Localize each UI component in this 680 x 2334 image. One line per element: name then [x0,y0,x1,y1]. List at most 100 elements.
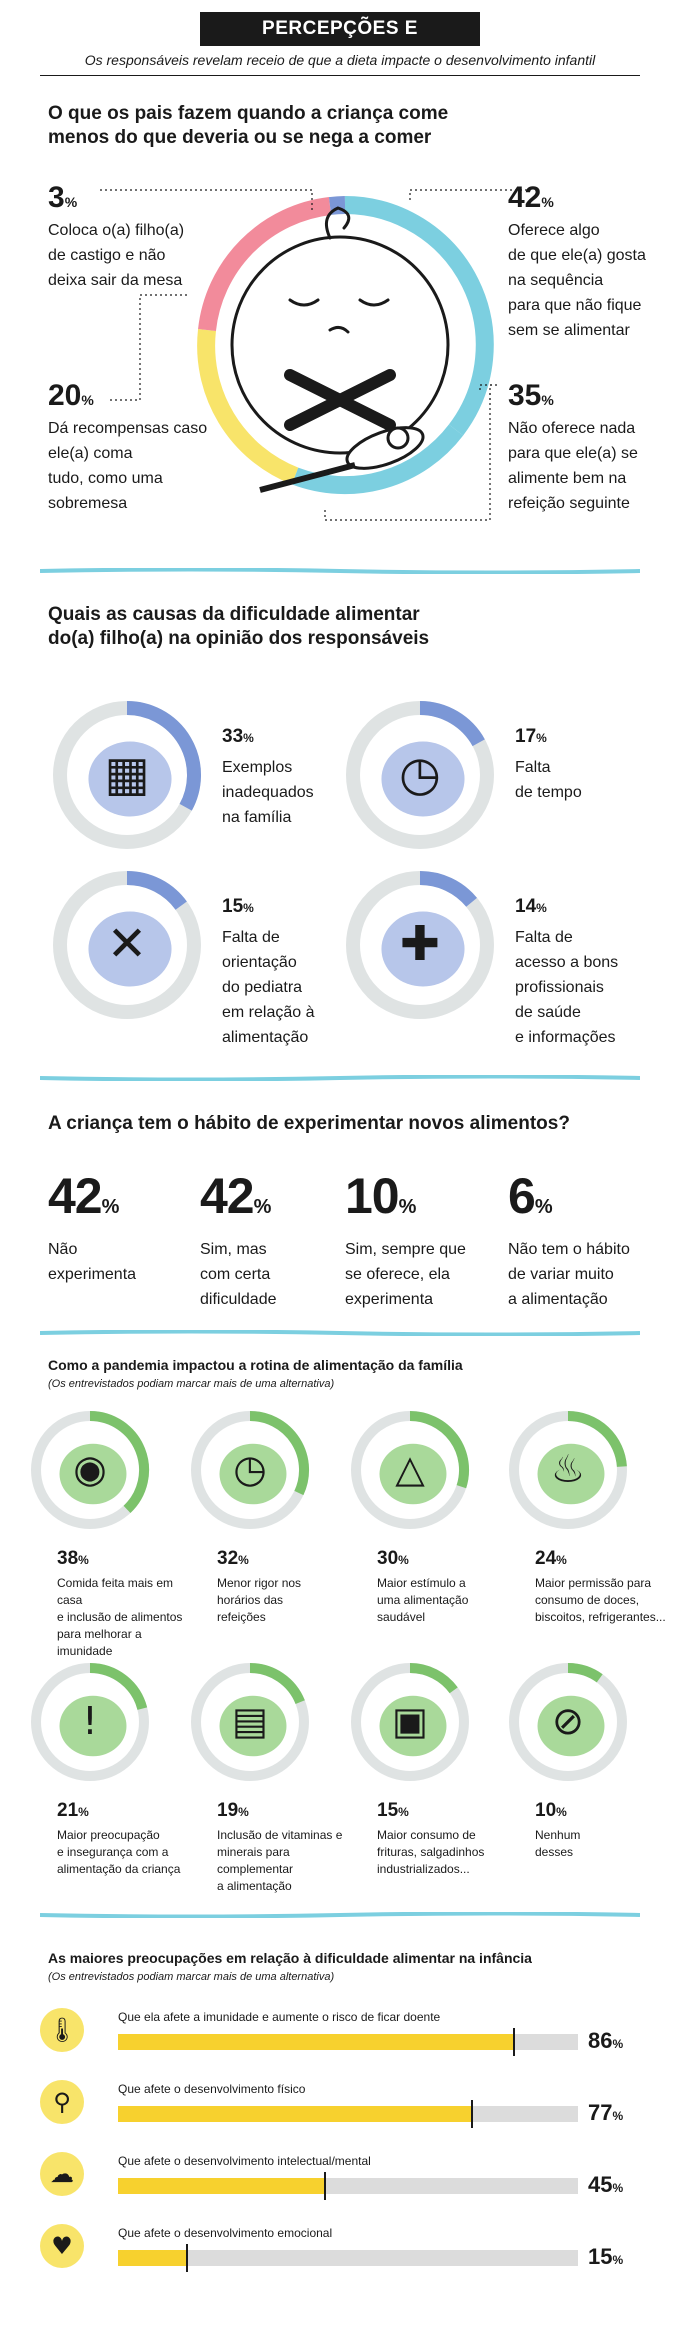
donut-arc [409,1411,470,1489]
stat-label: 15% Falta de orientação do pediatra em relaç… [222,896,315,1046]
bar-value: 45% [588,2172,624,2197]
bar-marker [324,2172,326,2200]
donut-blob [219,1443,287,1505]
ring-segment-35 [291,424,464,495]
donut-arc [249,1411,310,1496]
bone-icon: ⚲ [40,2080,84,2124]
spoon-icon [259,426,425,493]
bar-marker [512,2028,515,2056]
section1-title: O que os pais fazem quando a criança com… [48,103,449,148]
snack-bag-icon: ▣ [392,1699,428,1744]
bar-label: Que afete o desenvolvimento emocional [118,2226,333,2240]
none-donut: ⊘ [509,1663,627,1781]
brain-icon: ☁ [40,2152,84,2196]
cutting-board-icon: ◉ [73,1447,107,1492]
stat-label: 32% Menor rigor nos horários das refeições [217,1548,302,1624]
bar-track [118,2028,578,2056]
reaction-item-20: 20% Dá recompensas caso ele(a) coma tudo… [48,379,208,513]
warning-icon: ! [82,1699,97,1744]
bar-fill [118,2034,514,2050]
clock-icon: ◷ [233,1447,267,1492]
cutting-board-donut: ◉ [31,1410,150,1529]
stat-label: 19% Inclusão de vitaminas e minerais para … [217,1800,343,1893]
bar-label: Que ela afete a imunidade e aumente o ri… [118,2010,441,2024]
donut-blob [219,1695,287,1757]
bar-marker [471,2100,474,2128]
section-separator [40,1912,640,1918]
none-icon: ⊘ [552,1699,584,1744]
donut-arc [126,871,187,910]
section4-title: Como a pandemia impactou a rotina de ali… [48,1357,463,1373]
stat-label: 38% Comida feita mais em casa e inclusão d… [57,1548,183,1658]
donut-arc [89,1663,148,1711]
header-divider [40,75,640,76]
picture-frame-donut: ▦ [53,701,201,849]
page-subtitle: Os responsáveis revelam receio de que a … [84,52,596,68]
medical-folder-donut: ✚ [346,871,494,1019]
ring-segment-3 [328,196,346,215]
speech-bubble-x-donut: ✕ [53,871,201,1019]
clock-icon: ◷ [399,746,441,802]
donut-arc [419,871,477,907]
donut-arc [567,1663,603,1683]
reaction-item-3: 3% Coloca o(a) filho(a) de castigo e não… [48,181,185,290]
stat-label: 15% Maior consumo de frituras, salgadinhos… [377,1800,485,1876]
warning-donut: ! [31,1663,149,1781]
donut-blob [537,1695,605,1757]
donut-blob [379,1695,447,1757]
section-separator [40,1330,640,1336]
ring-segment-42 [344,196,494,436]
food-pyramid-donut: △ [351,1411,470,1529]
bar-fill [118,2106,473,2122]
section5-title: As maiores preocupações em relação à dif… [48,1950,532,1966]
picture-frame-icon: ▦ [104,746,149,802]
stat-label: 14% Falta de acesso a bons profissionais de … [515,896,619,1046]
reaction-item-42: 42% Oferece algo de que ele(a) gosta na … [508,181,646,340]
bar-value: 77% [588,2100,624,2125]
pill-bottle-icon: ▤ [232,1699,268,1744]
bar-fill [118,2178,325,2194]
donut-blob [88,741,172,817]
habit-item-0: 42% Não experimenta [48,1168,137,1283]
donut-arc [89,1410,150,1514]
section4-note: (Os entrevistados podiam marcar mais de … [48,1378,335,1390]
section2-title: Quais as causas da dificuldade alimentar… [48,604,430,649]
donut-blob [381,741,465,817]
ring-segment-20 [197,328,299,485]
stat-label: 30% Maior estímulo a uma alimentação saudáv… [377,1548,469,1624]
donut-arc [419,701,485,747]
bar-label: Que afete o desenvolvimento intelectual/… [118,2154,371,2168]
section-separator [40,568,640,574]
donut-arc [567,1411,627,1468]
stat-label: 24% Maior permissão para consumo de doces,… [535,1548,666,1624]
connector-lines [100,189,530,521]
medical-folder-icon: ✚ [400,916,440,972]
clock-donut: ◷ [346,701,494,849]
pill-bottle-donut: ▤ [191,1663,309,1781]
bar-marker [186,2244,188,2272]
donut-blob [537,1443,605,1505]
thermometer-icon: 🌡 [40,2008,84,2052]
donut-blob [381,911,465,987]
section3-title: A criança tem o hábito de experimentar n… [48,1113,570,1134]
habit-item-1: 42% Sim, mas com certa dificuldade [200,1168,277,1308]
stat-label: 33% Exemplos inadequados na família [222,726,314,826]
food-pyramid-icon: △ [395,1447,425,1492]
reaction-ring-chart [197,196,494,495]
donut-arc [409,1663,458,1694]
broken-heart-icon: ♥ [40,2224,84,2268]
bar-label: Que afete o desenvolvimento físico [118,2082,306,2096]
cupcake-donut: ♨ [509,1411,627,1529]
habit-item-2: 10% Sim, sempre que se oferece, ela expe… [345,1168,466,1308]
page-title: PERCEPÇÕES E PREOCUPAÇÕES [200,12,480,73]
stat-label: 10% Nenhum desses [535,1800,581,1859]
habit-item-3: 6% Não tem o hábito de variar muito a al… [508,1168,630,1308]
bar-track [118,2244,578,2272]
cupcake-icon: ♨ [551,1447,585,1492]
bar-fill [118,2250,187,2266]
donut-arc [126,701,201,811]
ring-segment-3-pink [198,197,332,332]
bar-track [118,2172,578,2200]
clock-donut: ◷ [191,1411,310,1529]
